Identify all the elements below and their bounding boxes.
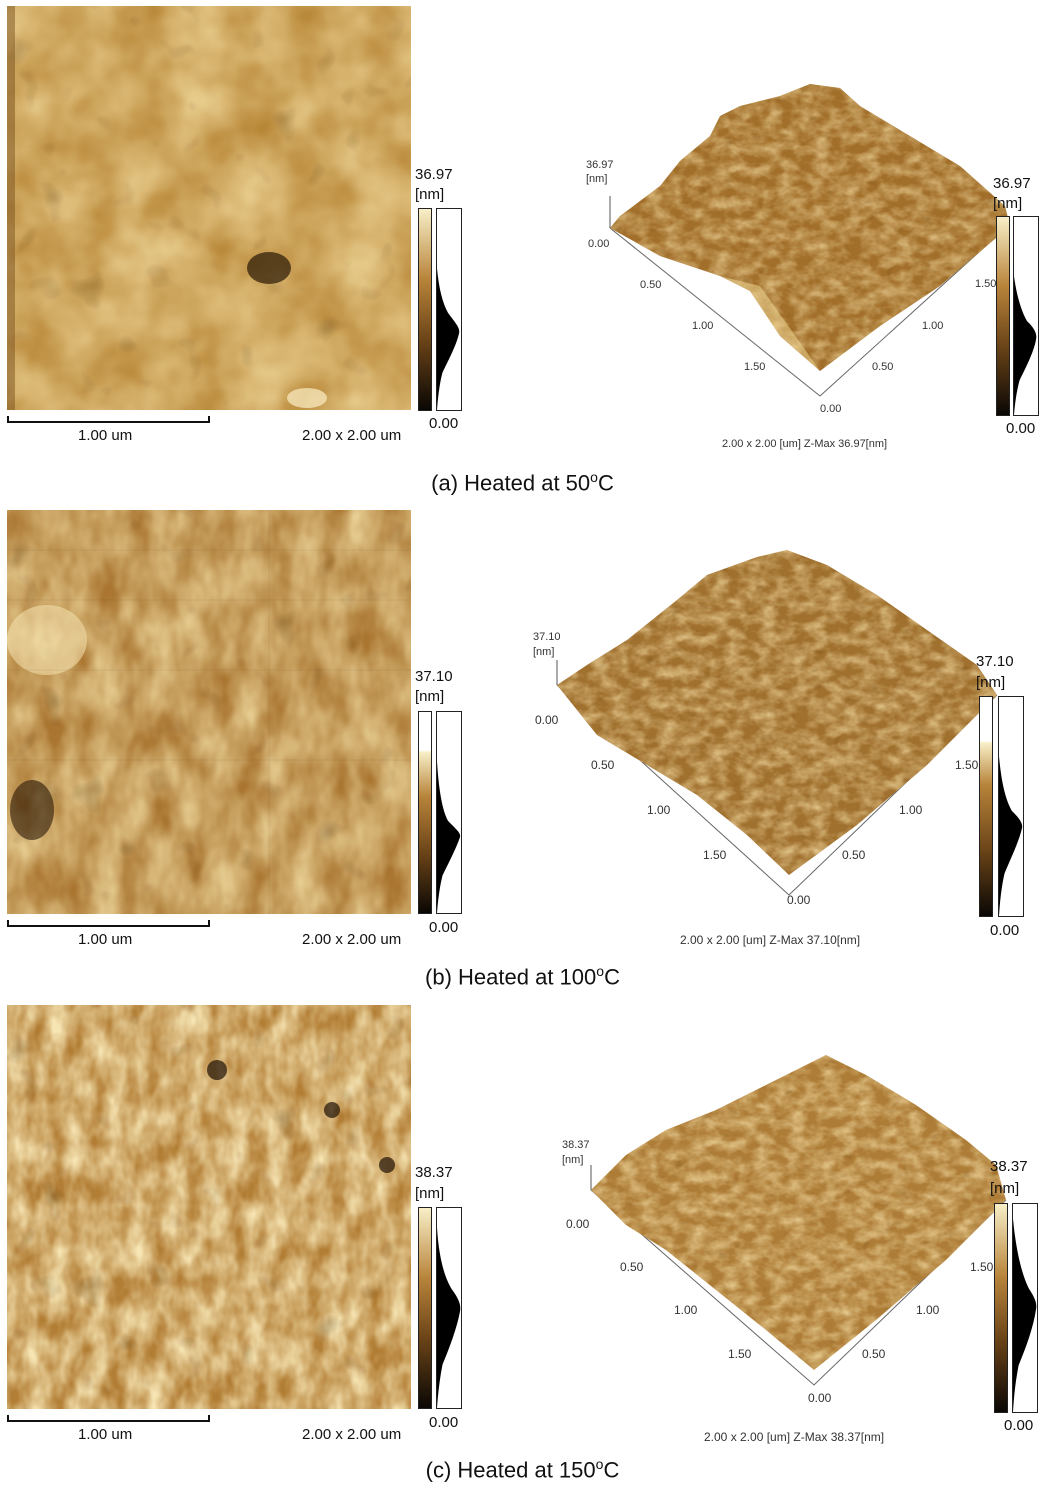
plot3d-colorbar-zmin: 0.00: [1004, 1417, 1034, 1434]
z-unit-label: [nm]: [415, 1185, 445, 1202]
plot3d-histogram: [1012, 1203, 1038, 1413]
afm-2d-image: [7, 510, 411, 914]
plot3d-zmin: 0.00: [566, 1217, 590, 1231]
figure-caption: (a) Heated at 50oC: [431, 469, 614, 496]
plot3d-histogram: [1013, 216, 1039, 416]
z-max-label: 37.10: [415, 668, 453, 685]
z-min-label: 0.00: [429, 415, 459, 432]
height-histogram: [436, 1207, 462, 1409]
origin-tick: 0.00: [787, 893, 811, 907]
plot3d-zmin: 0.00: [588, 238, 609, 250]
y-tick: 1.00: [916, 1303, 940, 1317]
x-tick: 0.50: [640, 279, 661, 291]
afm-3d-plot: 36.97 [nm] 0.00 0.50 1.00 1.50 0.00 0.50…: [586, 84, 1011, 450]
x-tick: 1.00: [692, 320, 713, 332]
plot3d-colorbar-zmax: 37.10: [976, 653, 1014, 670]
z-color-bar: [418, 1207, 432, 1409]
afm-3d-plot: 38.37 [nm] 0.00 0.50 1.00 1.50 0.00 0.50…: [562, 1055, 1007, 1444]
x-tick: 1.00: [647, 803, 671, 817]
plot3d-colorbar-unit: [nm]: [993, 195, 1023, 212]
plot3d-zmax: 37.10: [533, 631, 561, 643]
plot3d-colorbar-zmax: 38.37: [990, 1158, 1028, 1175]
plot3d-color-bar: [994, 1203, 1008, 1413]
z-color-bar: [418, 711, 432, 914]
y-tick: 1.00: [899, 803, 923, 817]
scale-bar-label: 1.00 um: [78, 427, 133, 444]
plot3d-zunit: [nm]: [586, 173, 607, 185]
plot3d-zmax: 38.37: [562, 1139, 590, 1151]
panel-b: 37.10 [nm] 0.00 1.00 um 2.00 x 2.00 um 3…: [0, 510, 1045, 1000]
scan-size-label: 2.00 x 2.00 um: [302, 427, 402, 444]
figure-caption: (b) Heated at 100oC: [425, 963, 620, 990]
scan-size-label: 2.00 x 2.00 um: [302, 931, 402, 948]
x-tick: 1.50: [744, 361, 765, 373]
figure-caption: (c) Heated at 150oC: [425, 1456, 620, 1483]
z-min-label: 0.00: [429, 919, 459, 936]
panel-a: 36.97 [nm] 0.00 1.00 um 2.00 x 2.00 um 3…: [0, 6, 1045, 500]
plot3d-footer: 2.00 x 2.00 [um] Z-Max 38.37[nm]: [704, 1430, 884, 1444]
x-tick: 0.50: [620, 1260, 644, 1274]
y-tick: 1.00: [922, 320, 943, 332]
scan-size-label: 2.00 x 2.00 um: [302, 1426, 402, 1443]
z-max-label: 36.97: [415, 166, 453, 183]
plot3d-zmin: 0.00: [535, 713, 559, 727]
y-tick: 1.50: [955, 758, 979, 772]
z-unit-label: [nm]: [415, 688, 445, 705]
plot3d-zunit: [nm]: [533, 646, 554, 658]
origin-tick: 0.00: [820, 403, 841, 415]
y-tick: 0.50: [862, 1347, 886, 1361]
x-tick: 0.50: [591, 758, 615, 772]
z-unit-label: [nm]: [415, 186, 445, 203]
y-tick: 0.50: [842, 848, 866, 862]
plot3d-colorbar-unit: [nm]: [990, 1180, 1020, 1197]
plot3d-zunit: [nm]: [562, 1154, 583, 1166]
scale-bar-label: 1.00 um: [78, 931, 133, 948]
scale-bar: [7, 1415, 210, 1422]
y-tick: 1.50: [970, 1260, 994, 1274]
plot3d-histogram: [998, 696, 1024, 917]
plot3d-colorbar-zmin: 0.00: [990, 922, 1020, 939]
z-min-label: 0.00: [429, 1414, 459, 1431]
plot3d-colorbar-zmax: 36.97: [993, 175, 1031, 192]
scale-bar: [7, 920, 210, 927]
height-histogram: [436, 711, 462, 914]
scale-bar: [7, 416, 210, 423]
plot3d-footer: 2.00 x 2.00 [um] Z-Max 37.10[nm]: [680, 933, 860, 947]
origin-tick: 0.00: [808, 1391, 832, 1405]
height-histogram: [436, 208, 462, 411]
x-tick: 1.50: [728, 1347, 752, 1361]
afm-2d-image: [7, 6, 411, 410]
scale-bar-label: 1.00 um: [78, 1426, 133, 1443]
plot3d-zmax: 36.97: [586, 159, 614, 171]
panel-c: 38.37 [nm] 0.00 1.00 um 2.00 x 2.00 um 3…: [0, 1005, 1045, 1485]
y-tick: 0.50: [872, 361, 893, 373]
plot3d-footer: 2.00 x 2.00 [um] Z-Max 36.97[nm]: [722, 438, 887, 450]
afm-2d-image: [7, 1005, 411, 1409]
z-max-label: 38.37: [415, 1164, 453, 1181]
x-tick: 1.50: [703, 848, 727, 862]
plot3d-colorbar-unit: [nm]: [976, 674, 1006, 691]
plot3d-colorbar-zmin: 0.00: [1006, 420, 1036, 437]
x-tick: 1.00: [674, 1303, 698, 1317]
afm-3d-plot: 37.10 [nm] 0.00 0.50 1.00 1.50 0.00 0.50…: [533, 550, 998, 947]
plot3d-color-bar: [996, 216, 1010, 416]
y-tick: 1.50: [975, 278, 996, 290]
plot3d-color-bar: [979, 696, 993, 917]
z-color-bar: [418, 208, 432, 411]
